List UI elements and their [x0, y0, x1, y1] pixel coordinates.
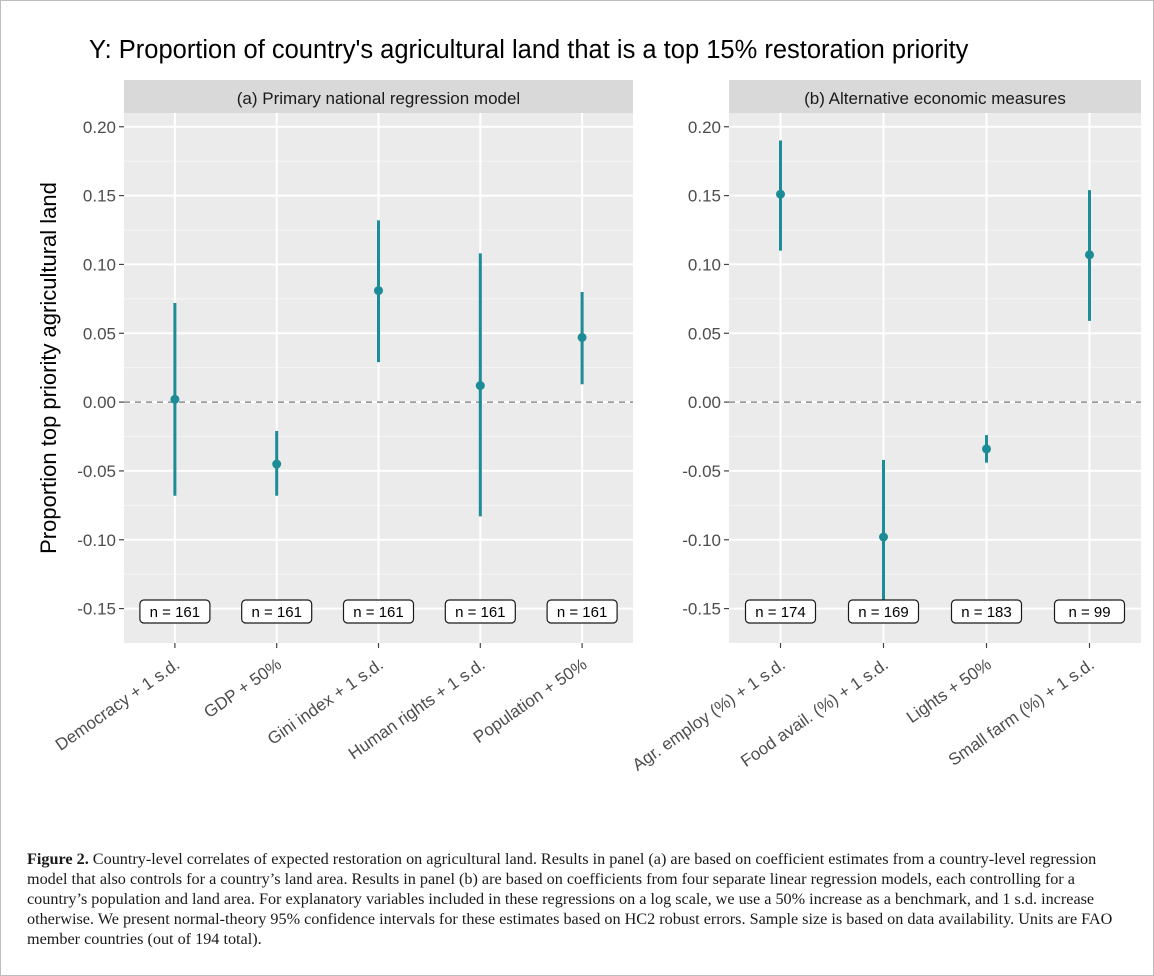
y-tick-label: -0.10	[77, 531, 116, 550]
x-tick-label: GDP + 50%	[200, 655, 285, 722]
panel-title: (a) Primary national regression model	[237, 89, 520, 108]
panel-strip	[124, 80, 633, 113]
panel-a: (a) Primary national regression model -0.…	[52, 80, 633, 763]
point-estimate	[1085, 250, 1094, 260]
y-tick-label: -0.05	[682, 462, 721, 481]
n-label-box	[744, 599, 817, 624]
y-tick-label: 0.05	[688, 324, 721, 343]
point-estimate	[374, 286, 383, 296]
point-estimate	[272, 459, 282, 469]
n-label-box	[847, 599, 920, 624]
n-label-box	[139, 599, 211, 624]
y-tick-label: 0.00	[688, 393, 721, 412]
panel-title: (b) Alternative economic measures	[804, 89, 1066, 108]
n-label: n = 161	[557, 604, 607, 621]
y-tick-label: -0.05	[77, 462, 116, 481]
n-label: n = 99	[1068, 604, 1110, 621]
y-tick-label: 0.20	[83, 118, 116, 137]
point-estimate	[982, 444, 991, 454]
y-tick-label: -0.15	[77, 600, 116, 619]
n-label-box	[342, 599, 415, 624]
y-axis-label: Proportion top priority agricultural lan…	[36, 182, 61, 554]
y-tick-label: 0.15	[83, 187, 116, 206]
n-label: n = 183	[961, 604, 1011, 621]
n-label: n = 161	[150, 604, 200, 621]
point-estimate	[475, 381, 485, 391]
y-tick-label: -0.10	[682, 531, 721, 550]
x-tick-label: Lights + 50%	[903, 655, 995, 727]
caption-label: Figure 2.	[27, 850, 89, 868]
y-tick-label: 0.10	[83, 255, 116, 274]
figure-caption: Figure 2. Country-level correlates of ex…	[27, 849, 1137, 949]
n-label: n = 174	[755, 604, 805, 621]
n-label: n = 161	[251, 604, 301, 621]
n-label: n = 169	[858, 604, 908, 621]
y-tick-label: 0.15	[688, 187, 721, 206]
n-label: n = 161	[455, 604, 505, 621]
y-tick-label: -0.15	[682, 600, 721, 619]
caption-text: Country-level correlates of expected res…	[27, 850, 1113, 948]
y-tick-label: 0.20	[688, 118, 721, 137]
y-tick-label: 0.05	[83, 324, 116, 343]
y-tick-label: 0.00	[83, 393, 116, 412]
panel-strip	[729, 80, 1141, 113]
x-tick-label: Democracy + 1 s.d.	[52, 655, 183, 755]
x-tick-label: Population + 50%	[470, 655, 590, 747]
y-tick-label: 0.10	[688, 255, 721, 274]
chart: Y: Proportion of country's agricultural …	[36, 36, 1141, 775]
point-estimate	[577, 332, 587, 342]
point-estimate	[879, 532, 888, 542]
n-label-box	[1053, 599, 1126, 624]
n-label-box	[444, 599, 516, 624]
n-label-box	[241, 599, 313, 624]
n-label-box	[950, 599, 1023, 624]
panel-b: (b) Alternative economic measures -0.15 -0…	[629, 80, 1141, 775]
plot-background	[729, 113, 1141, 643]
chart-title: Y: Proportion of country's agricultural …	[89, 36, 969, 64]
n-label-box	[546, 599, 618, 624]
point-estimate	[776, 189, 785, 199]
point-estimate	[170, 394, 180, 404]
n-label: n = 161	[353, 604, 403, 621]
